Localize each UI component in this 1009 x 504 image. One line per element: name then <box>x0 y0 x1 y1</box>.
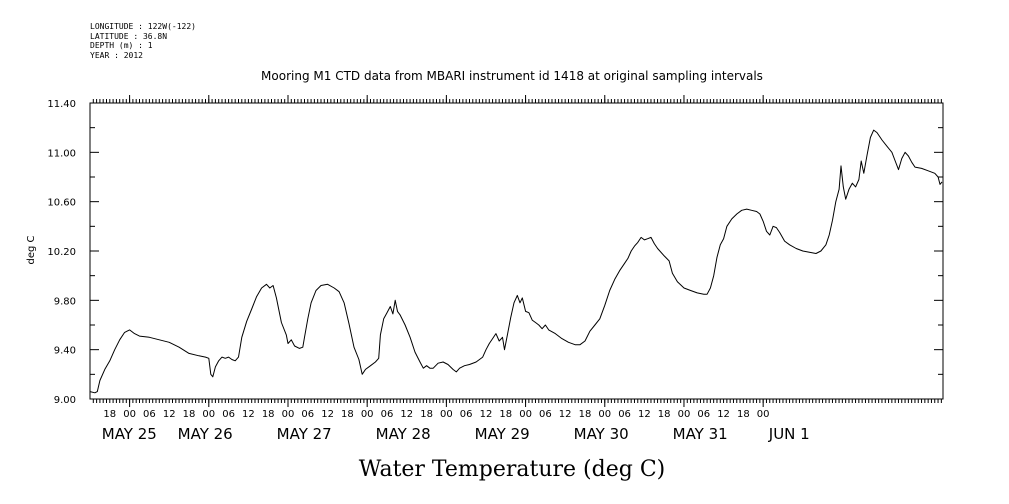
x-hour-label: 18 <box>579 409 592 420</box>
x-hour-label: 12 <box>559 409 572 420</box>
depth-text: DEPTH (m) : 1 <box>90 41 153 50</box>
x-date-label: MAY 29 <box>475 425 530 443</box>
x-hour-label: 00 <box>202 409 215 420</box>
plot-frame <box>89 102 944 400</box>
x-hour-label: 18 <box>341 409 354 420</box>
x-hour-label: 00 <box>440 409 453 420</box>
x-date-label: MAY 26 <box>178 425 233 443</box>
x-hour-label: 18 <box>737 409 750 420</box>
x-hour-label: 06 <box>222 409 235 420</box>
x-hour-label: 18 <box>420 409 433 420</box>
x-hour-label: 18 <box>499 409 512 420</box>
x-hour-label: 06 <box>460 409 473 420</box>
x-hour-label: 12 <box>717 409 730 420</box>
year-text: YEAR : 2012 <box>90 50 143 60</box>
series-line-0 <box>89 129 943 394</box>
y-axis-label: deg C <box>26 235 37 264</box>
series-group <box>89 129 943 394</box>
x-axis-label: Water Temperature (deg C) <box>359 457 666 482</box>
x-hour-label: 06 <box>539 409 552 420</box>
x-hour-label: 12 <box>400 409 413 420</box>
y-tick-label: 11.00 <box>47 148 76 159</box>
y-tick-label: 9.40 <box>54 346 76 357</box>
x-hour-label: 00 <box>361 409 374 420</box>
x-hour-label: 12 <box>638 409 651 420</box>
y-tick-label: 11.40 <box>47 99 76 110</box>
x-hour-label: 00 <box>678 409 691 420</box>
x-hour-label: 18 <box>103 409 116 420</box>
x-hour-label: 12 <box>163 409 176 420</box>
x-hour-label: 06 <box>381 409 394 420</box>
y-tick-label: 10.60 <box>47 198 76 209</box>
x-date-label: JUN 1 <box>768 425 810 443</box>
x-hour-label: 18 <box>658 409 671 420</box>
y-tick-label: 9.00 <box>54 395 76 406</box>
x-date-label: MAY 28 <box>376 425 431 443</box>
x-date-label: MAY 30 <box>574 425 629 443</box>
x-date-label: MAY 25 <box>102 425 157 443</box>
x-hour-label: 00 <box>282 409 295 420</box>
longitude-text: LONGITUDE : 122W(-122) <box>90 22 196 31</box>
x-hour-label: 00 <box>123 409 136 420</box>
plot-border <box>89 102 944 400</box>
x-hour-label: 00 <box>757 409 770 420</box>
x-hour-label: 12 <box>242 409 255 420</box>
x-date-label: MAY 27 <box>277 425 332 443</box>
y-axis: 9.00 9.40 9.80 10.20 10.60 11.00 11.40 <box>47 99 943 406</box>
x-hour-label: 00 <box>519 409 532 420</box>
x-hour-label: 00 <box>598 409 611 420</box>
y-tick-label: 9.80 <box>54 296 76 307</box>
x-axis: 18 00 06 12 18 00 06 12 18 00 06 12 18 00 06 12 18 00 06 12… <box>92 95 942 443</box>
y-tick-label: 10.20 <box>47 247 76 258</box>
x-hour-label: 12 <box>321 409 334 420</box>
x-hour-label: 06 <box>618 409 631 420</box>
x-hour-label: 18 <box>262 409 275 420</box>
chart-title: Mooring M1 CTD data from MBARI instrumen… <box>261 69 763 83</box>
x-date-label: MAY 31 <box>673 425 728 443</box>
x-hour-label: 06 <box>301 409 314 420</box>
x-hour-label: 06 <box>143 409 156 420</box>
x-hour-label: 12 <box>480 409 493 420</box>
x-hour-label: 06 <box>697 409 710 420</box>
x-hour-label: 18 <box>183 409 196 420</box>
metadata-block: LONGITUDE : 122W(-122) LATITUDE : 36.8N … <box>90 22 196 60</box>
latitude-text: LATITUDE : 36.8N <box>90 31 168 41</box>
